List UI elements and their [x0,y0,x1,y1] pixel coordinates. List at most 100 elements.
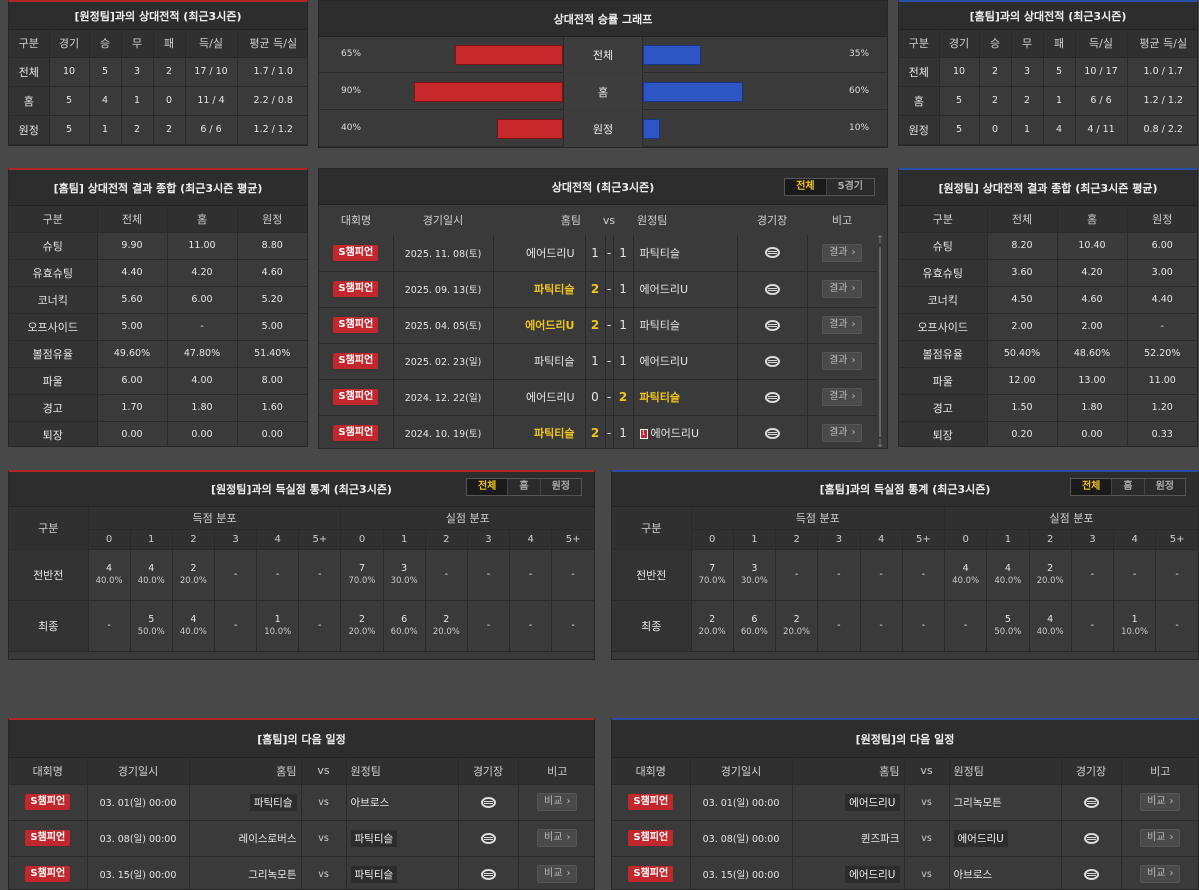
league-badge[interactable]: S챔피언 [333,425,379,441]
table-cell: 5 [1043,57,1076,87]
toggle-home[interactable]: 홈 [1112,479,1145,495]
toggle-home[interactable]: 홈 [508,479,541,495]
table-cell: 6.00 [167,286,238,314]
scroll-down-icon[interactable]: ↓ [875,437,885,449]
league-badge[interactable]: S챔피언 [628,866,674,882]
league-badge[interactable]: S챔피언 [25,830,71,846]
compare-button[interactable]: 비교 › [1140,829,1181,847]
goal-count-header: 5+ [551,529,594,550]
stadium-icon[interactable] [764,319,780,331]
home-team[interactable]: 파틱티슬 [493,415,586,448]
away-team-cell[interactable]: 파틱티슬 [633,379,738,416]
compare-button-label: 비교 [1147,796,1166,807]
league-badge[interactable]: S챔피언 [25,866,71,882]
stadium-icon[interactable] [1083,868,1099,880]
home-score: 0 [585,379,606,416]
away-team-cell[interactable]: 에어드리U [633,271,738,308]
chevron-right-icon: › [851,246,856,258]
league-badge[interactable]: S챔피언 [628,794,674,810]
result-button[interactable]: 결과 › [822,243,863,262]
dist-cell: 7 70.0% [340,549,384,601]
away-team[interactable]: 아브로스 [350,796,390,809]
home-team[interactable]: 파틱티슬 [493,343,586,380]
toggle-all[interactable]: 전체 [785,179,827,195]
league-badge[interactable]: S챔피언 [333,353,379,369]
result-button[interactable]: 결과 › [822,280,863,298]
home-team[interactable]: 레이스로버스 [238,832,297,845]
home-team[interactable]: 그리녹모튼 [248,868,297,881]
home-team[interactable]: 에어드리U [493,379,586,416]
count: 2 [358,613,366,625]
stadium-icon[interactable] [764,391,780,403]
league-badge[interactable]: S챔피언 [333,317,379,333]
scroll-up-icon[interactable]: ↑ [875,233,885,246]
compare-button[interactable]: 비교 › [537,793,578,811]
home-team[interactable]: 파틱티슬 [493,271,586,308]
away-team-cell[interactable]: 1 에어드리U [633,415,738,448]
away-team: 파틱티슬 [639,391,680,404]
count: - [1090,620,1095,631]
stadium-icon[interactable] [1083,832,1099,844]
home-team[interactable]: 에어드리U [493,307,586,344]
away-team-cell[interactable]: 파틱티슬 [633,307,738,344]
compare-button[interactable]: 비교 › [1140,865,1181,883]
compare-button[interactable]: 비교 › [1140,793,1181,811]
stadium-icon[interactable] [764,427,780,439]
home-team[interactable]: 퀸즈파크 [860,832,900,845]
toggle-5games[interactable]: 5경기 [837,181,863,192]
stadium-icon[interactable] [764,247,780,259]
result-button[interactable]: 결과 › [822,316,863,334]
venue-cell [1061,820,1122,857]
league-badge[interactable]: S챔피언 [628,830,674,846]
league-badge[interactable]: S챔피언 [25,794,71,810]
row-label: 파울 [9,367,98,395]
away-team[interactable]: 그리녹모튼 [953,796,1002,809]
scroll-track[interactable] [879,247,881,437]
league-badge[interactable]: S챔피언 [333,389,379,405]
compare-button-label: 비교 [544,868,563,879]
away-team[interactable]: 아브로스 [953,868,993,881]
chevron-right-icon: › [851,355,856,366]
table-cell: 2 [121,115,154,145]
row-label: 유효슈팅 [899,259,988,287]
home-team[interactable]: 파틱티슬 [249,793,297,811]
league-badge[interactable]: S챔피언 [333,244,379,261]
note-cell: 비교 › [518,820,594,857]
dist-cell: 2 20.0% [1029,549,1072,601]
away-team[interactable]: 에어드리U [953,829,1008,847]
stadium-icon[interactable] [480,868,496,880]
graph-row: 65% 전체 35% [319,37,887,73]
home-team[interactable]: 에어드리U [845,793,900,811]
toggle-all[interactable]: 전체 [1070,479,1113,495]
stadium-icon[interactable] [1083,796,1099,808]
away-team[interactable]: 파틱티슬 [350,829,398,847]
table-cell: 0.33 [1127,421,1197,446]
stadium-icon[interactable] [764,283,780,295]
compare-button[interactable]: 비교 › [537,829,578,847]
graph-row: 90% 홈 60% [319,74,887,110]
goal-count-header: 2 [1029,529,1072,550]
compare-button[interactable]: 비교 › [537,865,578,883]
goal-count-header: 4 [860,529,903,550]
away-team[interactable]: 파틱티슬 [350,865,398,883]
stadium-icon[interactable] [764,355,780,367]
result-button[interactable]: 결과 › [822,388,863,406]
away-team-cell[interactable]: 파틱티슬 [633,235,738,272]
toggle-away[interactable]: 원정 [1155,481,1174,492]
result-button[interactable]: 결과 › [822,352,863,370]
league-badge[interactable]: S챔피언 [333,281,379,297]
recent-scrollbar[interactable]: ↑ ↓ [875,233,885,449]
result-button[interactable]: 결과 › [822,424,863,442]
home-team[interactable]: 에어드리U [493,235,586,272]
row-label: 오프사이드 [899,313,988,341]
stadium-icon[interactable] [480,832,496,844]
count: 1 [1131,613,1138,625]
row-label: 최종 [612,600,692,652]
stadium-icon[interactable] [480,796,496,808]
home-team[interactable]: 에어드리U [845,865,900,883]
toggle-away[interactable]: 원정 [551,481,570,492]
away-team-cell[interactable]: 에어드리U [633,343,738,380]
toggle-all[interactable]: 전체 [466,479,509,495]
note-cell: 결과 › [807,343,878,380]
percent: 50.0% [137,626,165,637]
